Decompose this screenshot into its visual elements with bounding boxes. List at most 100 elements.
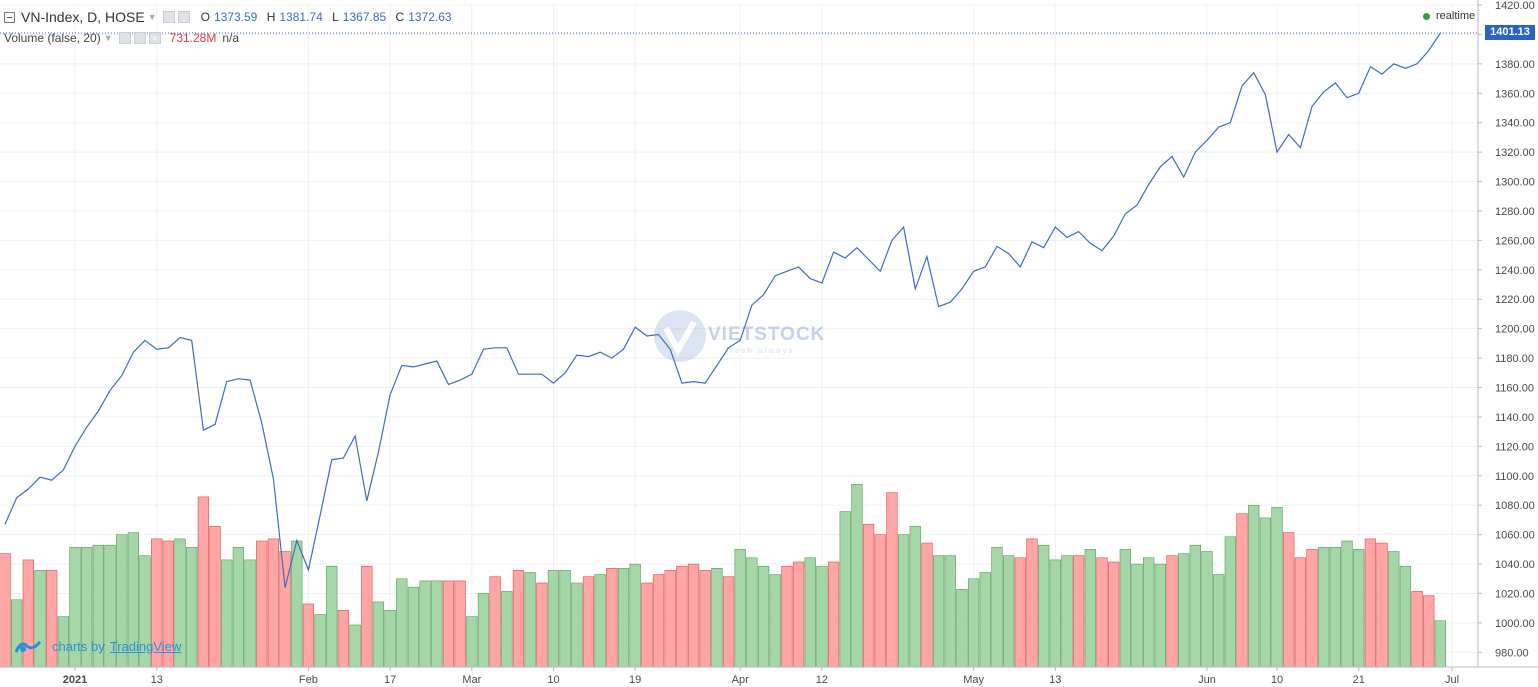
volume-bar	[664, 570, 676, 668]
volume-bar	[361, 565, 373, 668]
volume-bar	[0, 553, 11, 668]
volume-bar	[897, 534, 910, 668]
volume-bar	[769, 574, 781, 668]
volume-bar	[1213, 574, 1225, 668]
volume-bar	[326, 565, 338, 668]
volume-value: 731.28M	[169, 31, 217, 45]
volume-bar	[1399, 565, 1412, 668]
volume-bar	[1224, 536, 1236, 668]
volume-bar	[1014, 557, 1026, 668]
vietstock-logo-icon	[654, 310, 706, 362]
volume-bar	[711, 567, 723, 668]
high-value: 1381.74	[279, 10, 323, 24]
volume-bar	[1376, 542, 1388, 668]
volume-bar	[431, 580, 443, 668]
y-tick-label: 1280.00	[1495, 206, 1535, 218]
watermark-text: VIETSTOCK	[708, 324, 826, 345]
low-value: 1367.85	[342, 10, 387, 24]
gear-icon[interactable]	[177, 11, 190, 23]
y-tick-label: 1260.00	[1495, 235, 1535, 247]
chevron-down-icon[interactable]: ▼	[103, 33, 113, 43]
volume-bar	[501, 591, 513, 668]
last-price-tag: 1401.13	[1485, 25, 1535, 40]
volume-bar	[1306, 549, 1318, 668]
x-tick-label: May	[963, 674, 984, 686]
volume-bar	[1411, 591, 1423, 668]
open-value: 1373.59	[213, 10, 258, 24]
volume-bar	[1423, 595, 1435, 668]
volume-bar	[1073, 555, 1085, 668]
volume-bar	[571, 582, 583, 668]
volume-bar	[1201, 551, 1213, 668]
y-tick-label: 1220.00	[1495, 294, 1535, 306]
volume-bar	[1329, 546, 1342, 668]
volume-bar	[1318, 546, 1330, 668]
volume-bar	[792, 561, 805, 668]
volume-bar	[489, 576, 501, 668]
tradingview-link[interactable]: TradingView	[109, 638, 182, 654]
volume-bar	[1131, 563, 1143, 668]
volume-bar	[1341, 540, 1353, 668]
y-tick-label: 1080.00	[1495, 500, 1535, 512]
volume-bar	[279, 551, 291, 668]
volume-bar	[1096, 557, 1108, 668]
y-tick-label: 1380.00	[1495, 59, 1535, 71]
volume-bar	[1294, 557, 1307, 668]
x-tick-label: 2021	[63, 674, 87, 686]
symbol-title[interactable]: VN-Index, D, HOSE	[21, 9, 145, 25]
volume-bar	[256, 540, 268, 668]
x-tick-label: Jun	[1198, 674, 1216, 686]
chevron-down-icon[interactable]: ▼	[147, 12, 157, 22]
volume-bar	[1283, 532, 1295, 668]
volume-bar	[687, 563, 700, 668]
volume-bar	[536, 582, 548, 668]
eye-icon[interactable]	[118, 32, 131, 44]
y-tick-label: 1240.00	[1495, 265, 1535, 277]
volume-bar	[442, 580, 455, 668]
volume-bar	[547, 570, 560, 668]
volume-bar	[932, 555, 945, 668]
volume-bar	[1271, 507, 1283, 668]
volume-bar	[862, 523, 875, 668]
volume-bar	[1084, 549, 1096, 668]
volume-bar	[419, 580, 431, 668]
volume-bar	[699, 570, 711, 668]
tradingview-branding[interactable]: charts by TradingView	[14, 638, 181, 654]
volume-bar	[874, 534, 886, 668]
volume-bar	[372, 601, 385, 668]
volume-indicator-title[interactable]: Volume (false, 20)	[4, 31, 101, 45]
y-tick-label: 1020.00	[1495, 588, 1535, 600]
vietstock-watermark: VIETSTOCK fresh always	[650, 306, 840, 366]
volume-bar	[582, 576, 595, 668]
volume-bar	[956, 588, 968, 668]
volume-bar	[594, 574, 606, 668]
volume-bar	[1236, 513, 1248, 668]
volume-bar	[629, 563, 641, 668]
volume-bar	[559, 570, 571, 668]
volume-header: Volume (false, 20) ▼ × 731.28M n/a	[4, 30, 239, 46]
volume-bar	[921, 542, 933, 668]
volume-bar	[314, 614, 326, 668]
volume-bar	[839, 511, 851, 668]
volume-bar	[291, 540, 303, 668]
volume-bar	[1178, 553, 1190, 668]
y-tick-label: 980.00	[1495, 647, 1529, 659]
volume-bar	[606, 567, 618, 668]
close-icon[interactable]: ×	[148, 32, 161, 44]
volume-bar	[851, 483, 863, 668]
collapse-icon[interactable]	[4, 11, 15, 23]
volume-bar	[804, 557, 816, 668]
volume-bar	[512, 570, 525, 668]
close-value: 1372.63	[408, 10, 452, 24]
volume-bar	[909, 525, 921, 668]
eye-icon[interactable]	[162, 11, 175, 23]
x-tick-label: 13	[1049, 674, 1061, 686]
tradingview-logo-icon	[14, 640, 42, 653]
volume-bar	[267, 538, 280, 668]
volume-bar	[676, 565, 688, 668]
volume-bar	[454, 580, 466, 668]
gear-icon[interactable]	[133, 32, 146, 44]
volume-bar	[1026, 538, 1038, 668]
